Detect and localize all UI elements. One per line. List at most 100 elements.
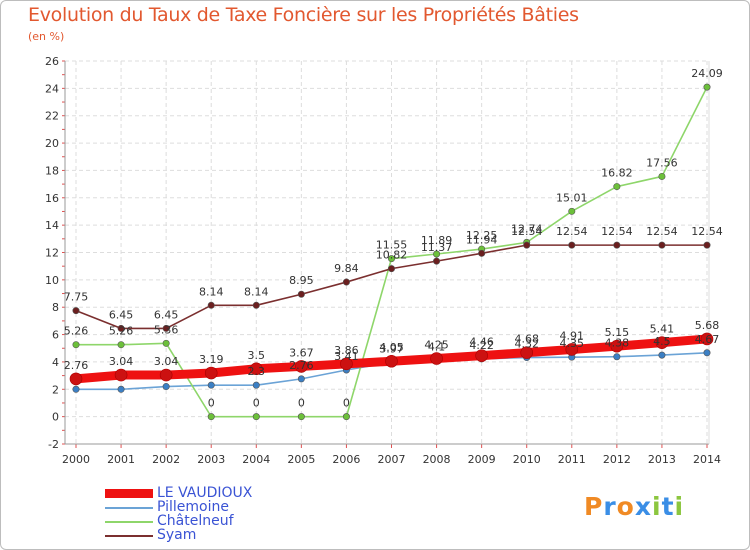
legend-swatch [105, 535, 153, 537]
data-label: 24.09 [691, 67, 723, 80]
data-label: 12.54 [556, 225, 588, 238]
x-tick-label: 2003 [197, 453, 225, 466]
data-point [658, 241, 666, 249]
data-label: 3.67 [289, 346, 314, 359]
data-label: 4.68 [514, 333, 539, 346]
data-label: 4.91 [560, 329, 585, 342]
data-point [72, 307, 80, 315]
data-label: 10.82 [376, 249, 408, 262]
data-label: 3.19 [199, 353, 224, 366]
data-label: 9.84 [334, 262, 359, 275]
y-tick-label: 12 [45, 247, 59, 260]
logo-letter: r [603, 492, 617, 521]
data-label: 6.45 [154, 308, 179, 321]
x-tick-label: 2006 [332, 453, 360, 466]
x-tick-label: 2004 [242, 453, 270, 466]
data-label: 8.95 [289, 274, 314, 287]
data-point [340, 357, 353, 371]
data-label: 4.46 [469, 336, 494, 349]
x-tick-label: 2014 [693, 453, 721, 466]
data-label: 3.04 [109, 355, 134, 368]
data-point [162, 339, 170, 347]
data-point [69, 372, 83, 386]
y-tick-label: -2 [48, 438, 59, 451]
x-tick-label: 2008 [423, 453, 451, 466]
data-label: 0 [343, 397, 350, 410]
legend-swatch [105, 507, 153, 509]
data-point [117, 385, 125, 393]
data-label: 4.35 [560, 337, 585, 350]
data-label: 12.54 [601, 225, 633, 238]
x-tick-label: 2012 [603, 453, 631, 466]
y-tick-label: 26 [45, 55, 59, 68]
x-tick-label: 2009 [468, 453, 496, 466]
data-point [72, 385, 80, 393]
data-point [249, 362, 263, 376]
data-label: 4.5 [653, 335, 671, 348]
logo-letter: o [616, 492, 635, 521]
data-point [114, 368, 128, 382]
x-tick-label: 2002 [152, 453, 180, 466]
x-tick-label: 2001 [107, 453, 135, 466]
data-point [297, 375, 305, 383]
data-point [523, 241, 531, 249]
legend-label: Châtelneuf [157, 513, 234, 529]
data-point [703, 241, 711, 249]
data-label: 12.54 [691, 225, 723, 238]
legend-label: Syam [157, 527, 197, 543]
legend-swatch [105, 521, 153, 523]
data-label: 6.45 [109, 308, 134, 321]
legend-label: Pillemoine [157, 499, 229, 515]
logo-letter: i [674, 492, 685, 521]
x-tick-label: 2013 [648, 453, 676, 466]
data-point [72, 341, 80, 349]
data-label: 4.05 [379, 341, 404, 354]
data-label: 15.01 [556, 191, 588, 204]
data-label: 5.15 [605, 326, 630, 339]
data-label: 12.54 [646, 225, 678, 238]
data-label: 7.75 [64, 291, 89, 304]
data-label: 2.3 [248, 365, 266, 378]
logo-letter: P [584, 492, 604, 521]
data-point [433, 250, 441, 258]
y-tick-label: 20 [45, 137, 59, 150]
data-point [613, 241, 621, 249]
data-label: 3.04 [154, 355, 179, 368]
data-point [658, 351, 666, 359]
data-label: 3.41 [334, 350, 359, 363]
y-tick-label: 14 [45, 219, 59, 232]
data-point [478, 249, 486, 257]
data-label: 2.76 [289, 359, 314, 372]
data-label: 4.1 [428, 341, 446, 354]
data-point [117, 324, 125, 332]
data-point [658, 172, 666, 180]
data-labels: 2.76 3.04 3.04 3.19 3.5 3.67 3.86 4.05 4.25 4.46 4… [64, 67, 723, 410]
data-point [613, 183, 621, 191]
data-label: 3.5 [248, 349, 266, 362]
data-point [565, 343, 579, 356]
series-syam [72, 241, 711, 332]
series-le-vaudioux [69, 332, 714, 386]
y-tick-label: 18 [45, 164, 59, 177]
data-point [252, 413, 260, 421]
x-tick-label: 2005 [287, 453, 315, 466]
legend-label: LE VAUDIOUX [157, 485, 253, 501]
data-label: 4.32 [514, 338, 539, 351]
data-point [655, 336, 669, 349]
data-point [295, 360, 308, 373]
data-label: 5.41 [650, 323, 675, 336]
proxiti-logo: Proxiti [584, 492, 684, 521]
y-tick-label: 6 [52, 329, 59, 342]
data-label: 8.14 [199, 285, 224, 298]
data-point [162, 383, 170, 391]
data-point [610, 339, 624, 353]
data-label: 5.26 [64, 325, 89, 338]
data-point [252, 381, 260, 389]
data-point [613, 353, 621, 361]
data-point [520, 346, 534, 359]
x-tick-label: 2007 [378, 453, 406, 466]
data-point [475, 349, 488, 362]
series-layer [69, 83, 714, 421]
